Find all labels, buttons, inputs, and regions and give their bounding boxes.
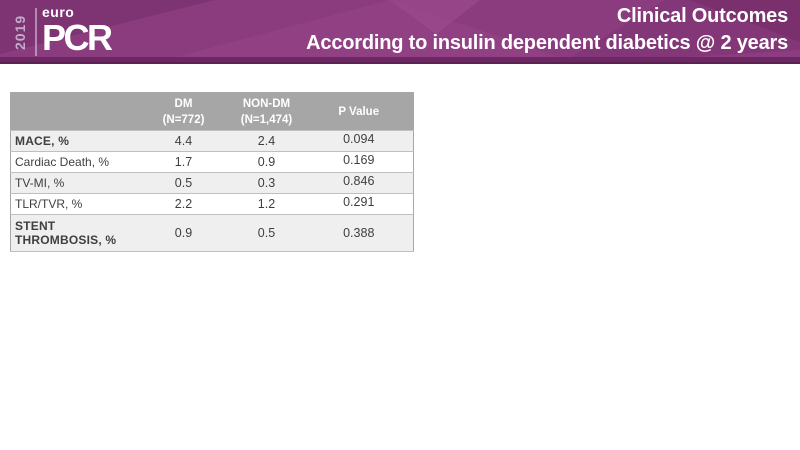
header-cell-nondm: NON-DM (N=1,474) <box>228 92 305 131</box>
header-nondm-line2: (N=1,474) <box>240 113 293 126</box>
header-banner: 2019 euro PCR Clinical Outcomes Accordin… <box>0 0 800 64</box>
header-dm-line2: (N=772) <box>162 113 205 126</box>
table-row-cardiac-death: Cardiac Death, % 1.7 0.9 0.169 <box>10 151 414 173</box>
cell-dm: 0.9 <box>138 214 229 252</box>
row-label: STENT THROMBOSIS, % <box>10 214 139 252</box>
row-label: TV-MI, % <box>10 172 139 194</box>
slide-title-line1: Clinical Outcomes <box>616 5 788 27</box>
pvalue-text: 0.094 <box>343 132 375 146</box>
row-label: TLR/TVR, % <box>10 193 139 215</box>
cell-dm: 0.5 <box>138 172 229 194</box>
table-row-mace: MACE, % 4.4 2.4 0.094 <box>10 130 414 152</box>
cell-dm: 2.2 <box>138 193 229 215</box>
cell-nondm: 1.2 <box>228 193 305 215</box>
logo-separator-line <box>35 8 37 56</box>
logo-euro-text: euro <box>42 4 75 20</box>
cell-pvalue: 0.094 <box>304 130 414 152</box>
table-header: DM (N=772) NON-DM (N=1,474) P Value <box>10 92 414 131</box>
cell-nondm: 2.4 <box>228 130 305 152</box>
row-label: Cardiac Death, % <box>10 151 139 173</box>
pvalue-text: 0.846 <box>343 174 375 188</box>
header-dm-line1: DM <box>174 97 193 110</box>
logo-pcr-text: PCR <box>42 17 113 58</box>
pvalue-text: 0.291 <box>343 195 375 209</box>
header-cell-pvalue: P Value <box>304 92 414 131</box>
cell-dm: 1.7 <box>138 151 229 173</box>
table-row-tlr-tvr: TLR/TVR, % 2.2 1.2 0.291 <box>10 193 414 215</box>
cell-pvalue: 0.388 <box>304 214 414 252</box>
cell-dm: 4.4 <box>138 130 229 152</box>
row-label: MACE, % <box>10 130 139 152</box>
pvalue-text: 0.388 <box>343 226 375 240</box>
table-row-tv-mi: TV-MI, % 0.5 0.3 0.846 <box>10 172 414 194</box>
cell-nondm: 0.3 <box>228 172 305 194</box>
cell-pvalue: 0.291 <box>304 193 414 215</box>
logo-wordmark: euro PCR <box>42 4 113 59</box>
pvalue-text: 0.169 <box>343 153 375 167</box>
header-nondm-line1: NON-DM <box>242 97 291 110</box>
slide-title-line2: According to insulin dependent diabetics… <box>306 31 788 54</box>
table-row-stent-thrombosis: STENT THROMBOSIS, % 0.9 0.5 0.388 <box>10 214 414 252</box>
cell-pvalue: 0.846 <box>304 172 414 194</box>
banner-facet-background <box>0 0 800 64</box>
table-header-row: DM (N=772) NON-DM (N=1,474) P Value <box>10 92 414 131</box>
header-cell-metric <box>10 92 139 131</box>
logo-year-label: 2019 <box>12 14 28 50</box>
header-cell-dm: DM (N=772) <box>138 92 229 131</box>
cell-pvalue: 0.169 <box>304 151 414 173</box>
europcr-logo: 2019 euro PCR <box>12 4 113 59</box>
slide-title: Clinical Outcomes According to insulin d… <box>128 3 788 56</box>
clinical-outcomes-table: DM (N=772) NON-DM (N=1,474) P Value MACE… <box>10 92 414 252</box>
cell-nondm: 0.5 <box>228 214 305 252</box>
cell-nondm: 0.9 <box>228 151 305 173</box>
